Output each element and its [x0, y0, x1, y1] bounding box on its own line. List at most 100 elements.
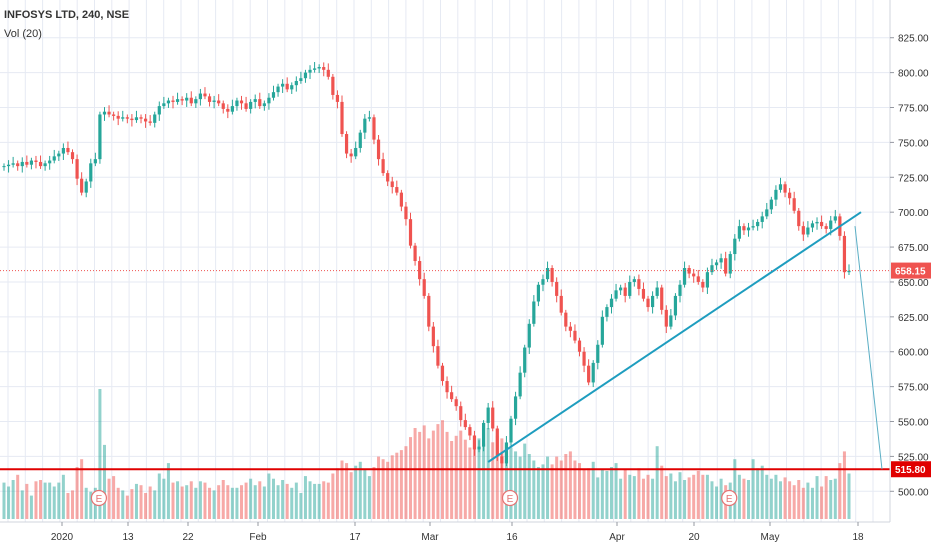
volume-bar — [756, 468, 760, 519]
volume-bar — [632, 476, 636, 519]
volume-bar — [102, 444, 106, 519]
volume-bar — [285, 483, 289, 519]
candle-body — [395, 187, 399, 193]
candle-body — [354, 147, 358, 157]
candle-body — [495, 428, 499, 457]
volume-bar — [751, 459, 755, 519]
candle-body — [609, 298, 614, 308]
volume-bar — [299, 493, 303, 519]
volume-bar — [153, 490, 157, 519]
candle-body — [166, 100, 171, 104]
candle-body — [445, 381, 449, 393]
volume-bar — [326, 482, 330, 519]
volume-bar — [61, 474, 65, 519]
volume-bar — [628, 474, 632, 519]
volume-bar — [582, 469, 586, 519]
candle-body — [623, 287, 627, 296]
volume-bar — [303, 476, 307, 519]
volume-bar — [290, 487, 294, 519]
volume-bar — [198, 481, 202, 519]
volume-bar — [431, 430, 435, 519]
projection-line — [854, 226, 883, 470]
candle-body — [116, 115, 120, 119]
candle-body — [217, 100, 221, 104]
volume-bar — [491, 442, 495, 519]
candle-body — [628, 281, 632, 296]
candle-body — [16, 163, 20, 167]
candle-body — [819, 221, 824, 227]
volume-bar — [390, 455, 394, 519]
volume-bar — [399, 450, 403, 519]
volume-bar — [459, 430, 463, 519]
candle-body — [322, 67, 326, 70]
candle-body — [358, 132, 362, 148]
candle-body — [262, 103, 266, 107]
volume-bar — [623, 469, 627, 519]
price-tick-label: 625.00 — [898, 313, 929, 324]
candle-body — [587, 365, 591, 383]
volume-indicator-label: Vol (20) — [4, 28, 42, 40]
candle-body — [591, 362, 595, 383]
volume-bar — [66, 493, 70, 519]
candle-body — [847, 270, 851, 273]
volume-bar — [847, 473, 851, 519]
candle-body — [335, 94, 340, 102]
earnings-marker-label: E — [507, 494, 514, 505]
candle-body — [568, 326, 572, 331]
volume-bar — [84, 487, 88, 519]
volume-bar — [134, 483, 138, 519]
candle-body — [532, 301, 536, 324]
candle-body — [185, 97, 189, 101]
time-tick-label: May — [761, 532, 780, 543]
volume-bar — [235, 487, 239, 519]
price-axis: 500.00 525.00 550.00 575.00 600.00 625.00 650.… — [889, 0, 929, 522]
volume-bar — [596, 477, 600, 519]
volume-bar — [660, 465, 664, 519]
candle-body — [153, 114, 157, 123]
volume-bar — [125, 495, 129, 519]
volume-bar — [340, 460, 344, 519]
candle-body — [312, 68, 317, 70]
volume-bar — [614, 463, 618, 519]
candle-body — [57, 153, 61, 157]
candle-body — [614, 290, 618, 299]
volume-bar — [637, 468, 641, 519]
price-tick-label: 725.00 — [898, 173, 929, 184]
volume-bar — [276, 485, 280, 519]
earnings-marker: E — [90, 489, 108, 507]
candle-body — [299, 78, 303, 81]
volume-bar — [20, 490, 24, 519]
volume-bar — [171, 482, 175, 519]
volume-bar — [345, 463, 349, 519]
volume-bar — [212, 490, 216, 519]
candle-body — [203, 93, 207, 97]
volume-bar — [774, 474, 778, 519]
candle-body — [134, 117, 139, 121]
candle-body — [463, 420, 467, 428]
volume-bar — [358, 461, 362, 519]
candle-body — [125, 117, 129, 119]
candle-body — [349, 153, 353, 157]
candle-body — [769, 199, 773, 210]
volume-bar — [363, 469, 367, 519]
volume-bar — [176, 481, 180, 519]
volume-bar — [829, 480, 833, 519]
candle-body — [646, 298, 650, 308]
earnings-marker-circle — [501, 489, 519, 507]
candle-body — [43, 163, 47, 167]
volume-bar — [550, 464, 554, 519]
time-axis: 2020 13 22 Feb 17 Mar 16 Apr 20 May 18 — [0, 521, 890, 543]
volume-bar — [591, 461, 595, 519]
candle-body — [459, 406, 463, 421]
volume-bar — [482, 443, 486, 519]
volume-bar — [527, 454, 531, 519]
candle-body — [244, 103, 248, 109]
volume-bar — [367, 476, 371, 519]
candle-body — [833, 216, 837, 221]
candle-body — [2, 166, 6, 168]
volume-bar — [664, 476, 668, 519]
candle-body — [701, 281, 705, 288]
candles — [2, 62, 851, 470]
